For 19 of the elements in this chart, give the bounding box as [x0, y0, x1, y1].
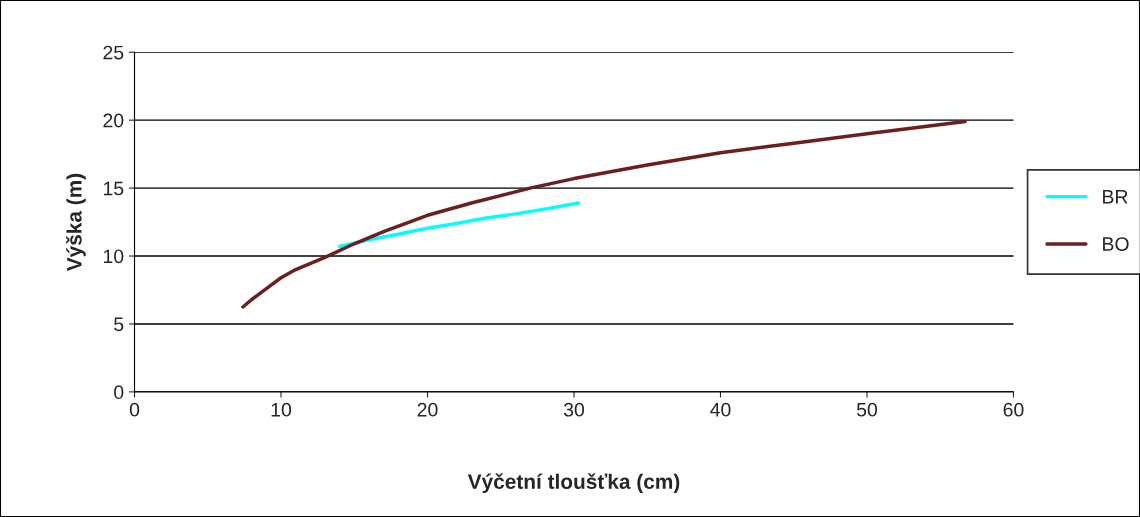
x-tick-label: 0 — [129, 402, 140, 417]
y-tick-label: 15 — [103, 181, 124, 196]
y-tick-label: 5 — [114, 317, 124, 332]
x-tick-label: 20 — [417, 402, 438, 417]
x-tick-label: 30 — [563, 402, 585, 417]
x-tick-label: 50 — [856, 402, 878, 417]
legend-label: BO — [1103, 237, 1129, 251]
line-series — [337, 201, 581, 249]
y-axis-title: Výška (m) — [65, 173, 86, 272]
x-tick-label: 10 — [271, 402, 292, 417]
x-tick-label: 40 — [710, 402, 731, 417]
y-tick-label: 0 — [114, 385, 124, 400]
y-tick-label: 10 — [103, 249, 124, 264]
x-tick-label: 60 — [1003, 402, 1024, 417]
legend-label: BR — [1103, 190, 1128, 204]
y-tick-label: 20 — [103, 113, 124, 128]
x-axis-title: Výčetní tloušťka (cm) — [467, 473, 680, 494]
y-tick-label: 25 — [103, 45, 124, 60]
line-series — [241, 119, 967, 309]
